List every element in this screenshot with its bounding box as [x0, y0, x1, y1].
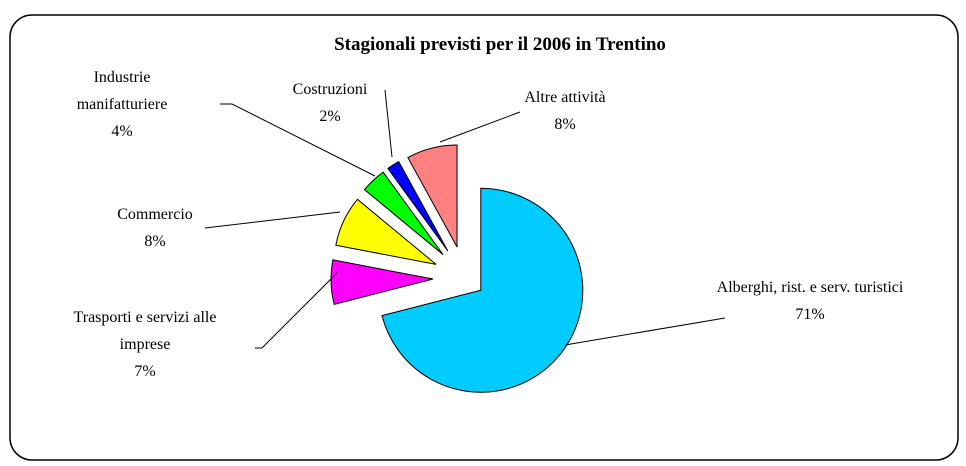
leader-line — [439, 111, 521, 143]
pie-slice — [381, 187, 584, 393]
value-label: 2% — [319, 108, 341, 125]
slice-label: Trasporti e servizi alle imprese — [73, 309, 217, 353]
leader-line — [255, 271, 339, 349]
leader-line — [564, 317, 726, 346]
leader-line — [384, 89, 393, 158]
value-label: 71% — [795, 306, 825, 323]
value-label: 7% — [134, 363, 156, 380]
pie-slice — [407, 144, 458, 248]
value-label: 8% — [144, 233, 166, 250]
slice-label: Commercio — [117, 206, 193, 223]
pie-slice — [363, 171, 444, 256]
value-label: 4% — [111, 123, 133, 140]
chart-title: Stagionali previsti per il 2006 in Trent… — [334, 34, 666, 55]
slice-label: Industrie manifatturiere — [76, 69, 168, 113]
leader-line — [204, 211, 341, 229]
pie-slice — [330, 259, 434, 305]
pie-slice — [387, 160, 449, 252]
slice-label: Altre attività — [524, 89, 606, 106]
slice-label: Costruzioni — [292, 81, 368, 98]
pie-slice — [335, 198, 437, 265]
value-label: 8% — [554, 116, 576, 133]
leader-line — [220, 103, 376, 177]
slice-label: Alberghi, rist. e serv. turistici — [716, 279, 904, 296]
